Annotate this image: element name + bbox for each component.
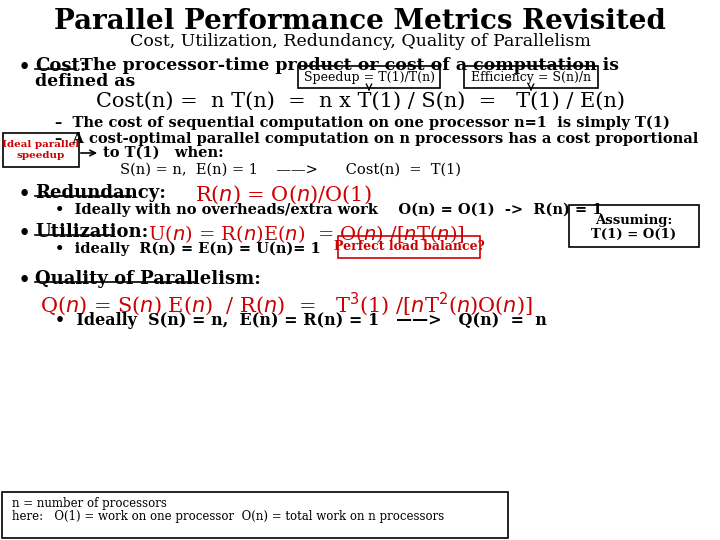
Text: T(1) = O(1): T(1) = O(1) <box>591 228 677 241</box>
FancyBboxPatch shape <box>338 236 480 258</box>
Text: Q($\it{n}$) = S($\it{n}$) E($\it{n}$)  / R($\it{n}$)  =   T$^3$(1) /[$\it{n}$T$^: Q($\it{n}$) = S($\it{n}$) E($\it{n}$) / … <box>40 290 533 318</box>
Text: Speedup = T(1)/T(n): Speedup = T(1)/T(n) <box>304 71 434 84</box>
Text: •: • <box>18 270 31 292</box>
Text: Quality of Parallelism:: Quality of Parallelism: <box>35 270 261 288</box>
Text: here:   O(1) = work on one processor  O(n) = total work on n processors: here: O(1) = work on one processor O(n) … <box>12 510 444 523</box>
Text: to T(1)   when:: to T(1) when: <box>103 146 224 160</box>
FancyBboxPatch shape <box>3 133 79 167</box>
FancyBboxPatch shape <box>2 492 508 538</box>
Text: n = number of processors: n = number of processors <box>12 497 167 510</box>
Text: •  Ideally  S(n) = n,  E(n) = R(n) = 1   ——>   Q(n)  =  n: • Ideally S(n) = n, E(n) = R(n) = 1 ——> … <box>55 312 547 329</box>
Text: Perfect load balance?: Perfect load balance? <box>333 240 485 253</box>
Text: The processor-time product or cost of a computation is: The processor-time product or cost of a … <box>80 57 619 74</box>
Text: speedup: speedup <box>17 151 65 160</box>
Text: defined as: defined as <box>35 73 135 90</box>
FancyBboxPatch shape <box>298 66 440 88</box>
Text: –  The cost of sequential computation on one processor n=1  is simply T(1): – The cost of sequential computation on … <box>55 116 670 130</box>
Text: U($\it{n}$) = R($\it{n}$)E($\it{n}$)  = O($\it{n}$) /[$\it{n}$T($\it{n}$)]: U($\it{n}$) = R($\it{n}$)E($\it{n}$) = O… <box>148 223 464 245</box>
Text: •  ideally  R(n) = E(n) = U(n)= 1: • ideally R(n) = E(n) = U(n)= 1 <box>55 242 320 256</box>
Text: •  Ideally with no overheads/extra work    O(n) = O(1)  ->  R(n) = 1: • Ideally with no overheads/extra work O… <box>55 203 603 218</box>
Text: R($\it{n}$) = O($\it{n}$)/O(1): R($\it{n}$) = O($\it{n}$)/O(1) <box>195 184 372 206</box>
Text: Cost, Utilization, Redundancy, Quality of Parallelism: Cost, Utilization, Redundancy, Quality o… <box>130 33 590 50</box>
Text: •: • <box>18 223 31 245</box>
Text: Ideal parallel: Ideal parallel <box>2 140 80 149</box>
Text: •: • <box>18 184 31 206</box>
FancyBboxPatch shape <box>464 66 598 88</box>
Text: Parallel Performance Metrics Revisited: Parallel Performance Metrics Revisited <box>54 8 666 35</box>
Text: –  A cost-optimal parallel computation on n processors has a cost proportional: – A cost-optimal parallel computation on… <box>55 132 698 146</box>
Text: Utilization:: Utilization: <box>35 223 148 241</box>
Text: Assuming:: Assuming: <box>595 214 672 227</box>
Text: Cost:: Cost: <box>35 57 86 75</box>
Text: Cost(n) =  n T(n)  =  n x T(1) / S(n)  =   T(1) / E(n): Cost(n) = n T(n) = n x T(1) / S(n) = T(1… <box>96 92 624 111</box>
Text: S(n) = n,  E(n) = 1    ——>      Cost(n)  =  T(1): S(n) = n, E(n) = 1 ——> Cost(n) = T(1) <box>120 163 461 177</box>
Text: •: • <box>18 57 31 79</box>
Text: Efficiency = S(n)/n: Efficiency = S(n)/n <box>471 71 591 84</box>
Text: Redundancy:: Redundancy: <box>35 184 166 202</box>
FancyBboxPatch shape <box>569 205 699 247</box>
